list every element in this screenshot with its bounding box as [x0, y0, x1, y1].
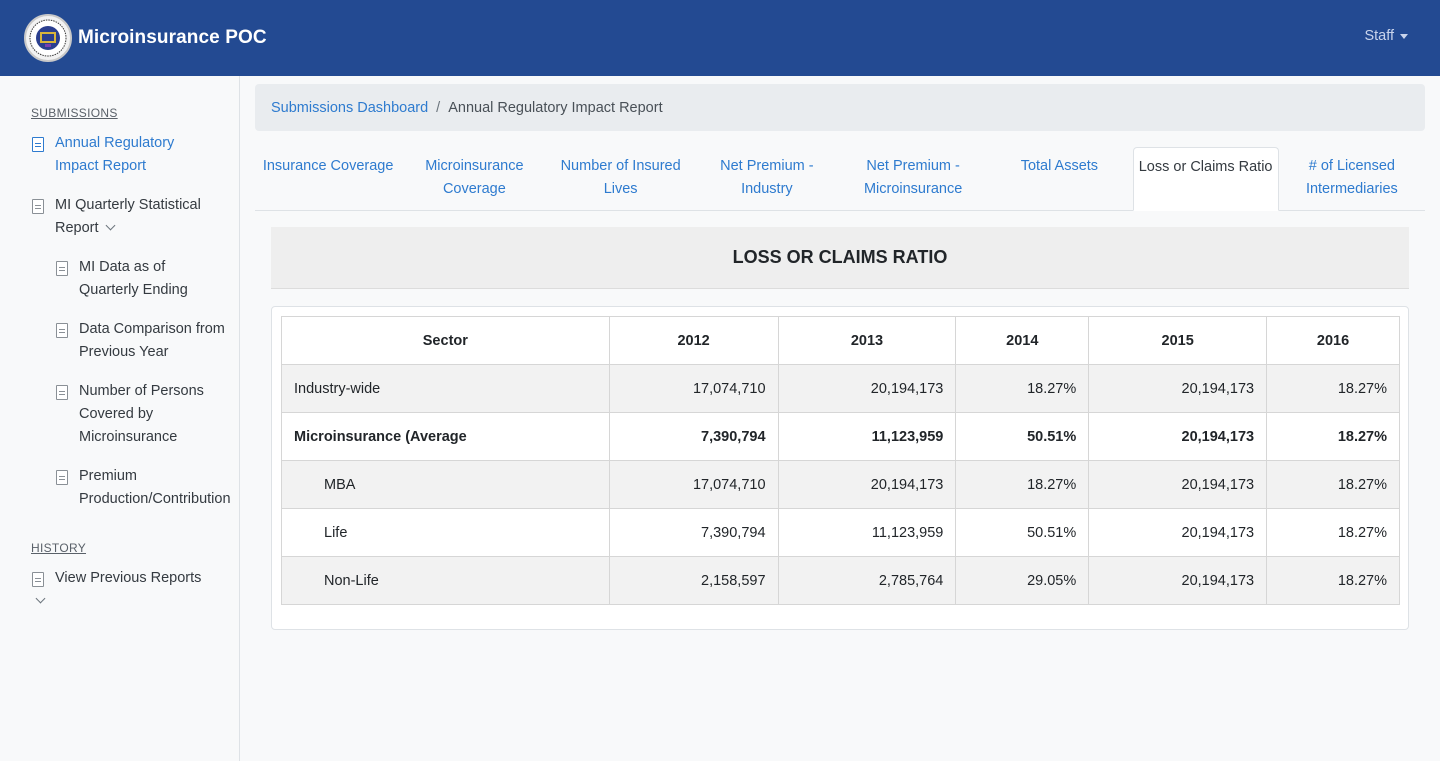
table-cell: 18.27%: [1266, 508, 1400, 557]
table-cell: 20,194,173: [777, 364, 957, 413]
document-icon: [56, 323, 68, 338]
tab-net-premium-microinsurance[interactable]: Net Premium - Microinsurance: [863, 158, 963, 197]
table-cell: 11,123,959: [777, 508, 957, 557]
caret-down-icon: [1400, 33, 1408, 39]
column-header-2013: 2013: [777, 316, 957, 365]
table-cell: MBA: [281, 460, 610, 509]
sidebar-item-premium-production[interactable]: Premium Production/Contribution: [55, 465, 231, 511]
table-cell: 17,074,710: [608, 364, 779, 413]
column-header-2016: 2016: [1266, 316, 1400, 365]
tab-insurance-coverage[interactable]: Insurance Coverage: [262, 158, 394, 174]
table-row: Microinsurance (Average 7,390,794 11,123…: [281, 412, 1400, 461]
table-cell: 7,390,794: [608, 508, 779, 557]
tab-loss-or-claims-ratio[interactable]: Loss or Claims Ratio: [1132, 147, 1279, 211]
table-cell: Life: [281, 508, 610, 557]
table-cell: 18.27%: [955, 364, 1090, 413]
document-icon: [56, 470, 68, 485]
table-cell: 20,194,173: [1088, 508, 1268, 557]
column-header-2012: 2012: [608, 316, 779, 365]
table-cell: 20,194,173: [1088, 460, 1268, 509]
sidebar-item-label: MI Data as of Quarterly Ending: [79, 259, 188, 298]
table-cell: Non-Life: [281, 556, 610, 605]
history-section-title: HISTORY: [31, 541, 87, 555]
breadcrumb: Submissions Dashboard / Annual Regulator…: [255, 84, 1425, 131]
table-cell: Industry-wide: [281, 364, 610, 413]
sidebar: SUBMISSIONS Annual Regulatory Impact Rep…: [0, 76, 240, 761]
document-icon: [32, 137, 44, 152]
table-cell: 50.51%: [955, 412, 1090, 461]
tab-number-of-insured-lives[interactable]: Number of Insured Lives: [560, 158, 681, 197]
chevron-down-icon[interactable]: [35, 593, 46, 604]
sidebar-item-view-previous-reports[interactable]: View Previous Reports: [31, 567, 221, 613]
table-cell: 20,194,173: [1088, 556, 1268, 605]
user-menu-label: Staff: [1364, 28, 1394, 44]
loss-ratio-table: Sector 2012 2013 2014 2015 2016 Industry…: [281, 316, 1400, 605]
sidebar-item-annual-regulatory-impact-report[interactable]: Annual Regulatory Impact Report: [31, 132, 221, 178]
sidebar-item-label: MI Quarterly Statistical Report: [55, 197, 201, 236]
document-icon: [56, 261, 68, 276]
table-row: Industry-wide 17,074,710 20,194,173 18.2…: [281, 364, 1400, 413]
tab-microinsurance-coverage[interactable]: Microinsurance Coverage: [425, 158, 524, 197]
table-header-row: Sector 2012 2013 2014 2015 2016: [281, 316, 1400, 365]
chevron-down-icon[interactable]: [105, 220, 115, 231]
table-cell: 18.27%: [1266, 556, 1400, 605]
table-cell: 17,074,710: [608, 460, 779, 509]
sidebar-item-label: Premium Production/Contribution: [79, 468, 231, 507]
sidebar-item-mi-quarterly-statistical-report[interactable]: MI Quarterly Statistical Report: [31, 194, 221, 240]
column-header-sector: Sector: [281, 316, 610, 365]
column-header-2015: 2015: [1088, 316, 1268, 365]
user-menu[interactable]: Staff: [1364, 28, 1408, 44]
table-cell: 7,390,794: [608, 412, 779, 461]
table-row: MBA 17,074,710 20,194,173 18.27% 20,194,…: [281, 460, 1400, 509]
sidebar-item-label: Data Comparison from Previous Year: [79, 321, 225, 360]
table-cell: 18.27%: [1266, 364, 1400, 413]
table-cell: 18.27%: [1266, 412, 1400, 461]
sidebar-item-label: Number of Persons Covered by Microinsura…: [79, 383, 204, 445]
table-cell: 29.05%: [955, 556, 1090, 605]
company-logo[interactable]: [24, 14, 72, 62]
table-row: Non-Life 2,158,597 2,785,764 29.05% 20,1…: [281, 556, 1400, 605]
top-navbar: Microinsurance POC Staff: [0, 0, 1440, 76]
table-cell: Microinsurance (Average: [281, 412, 610, 461]
report-tabs: Insurance Coverage Microinsurance Covera…: [255, 147, 1425, 211]
sidebar-item-persons-covered[interactable]: Number of Persons Covered by Microinsura…: [55, 380, 225, 449]
tab-licensed-intermediaries[interactable]: # of Licensed Intermediaries: [1305, 158, 1398, 197]
table-cell: 20,194,173: [777, 460, 957, 509]
sidebar-item-label: View Previous Reports: [55, 570, 202, 586]
document-icon: [56, 385, 68, 400]
sidebar-item-mi-data-quarterly[interactable]: MI Data as of Quarterly Ending: [55, 256, 225, 302]
report-table-card: Sector 2012 2013 2014 2015 2016 Industry…: [271, 306, 1409, 630]
submissions-section-title: SUBMISSIONS: [31, 106, 118, 120]
sidebar-item-label: Annual Regulatory Impact Report: [55, 135, 175, 174]
tab-total-assets[interactable]: Total Assets: [1020, 158, 1099, 174]
table-cell: 2,158,597: [608, 556, 779, 605]
table-cell: 11,123,959: [777, 412, 957, 461]
sidebar-item-data-comparison[interactable]: Data Comparison from Previous Year: [55, 318, 225, 364]
app-title[interactable]: Microinsurance POC: [78, 27, 267, 48]
table-cell: 18.27%: [1266, 460, 1400, 509]
tab-net-premium-industry[interactable]: Net Premium - Industry: [720, 158, 814, 197]
document-icon: [32, 572, 44, 587]
table-row: Life 7,390,794 11,123,959 50.51% 20,194,…: [281, 508, 1400, 557]
table-cell: 2,785,764: [777, 556, 957, 605]
breadcrumb-current: Annual Regulatory Impact Report: [448, 99, 663, 116]
table-cell: 50.51%: [955, 508, 1090, 557]
report-title: LOSS OR CLAIMS RATIO: [271, 227, 1409, 289]
document-icon: [32, 199, 44, 214]
breadcrumb-link-dashboard[interactable]: Submissions Dashboard: [271, 99, 429, 116]
column-header-2014: 2014: [955, 316, 1090, 365]
table-cell: 20,194,173: [1088, 364, 1268, 413]
table-cell: 18.27%: [955, 460, 1090, 509]
breadcrumb-separator: /: [436, 99, 441, 116]
table-cell: 20,194,173: [1088, 412, 1268, 461]
